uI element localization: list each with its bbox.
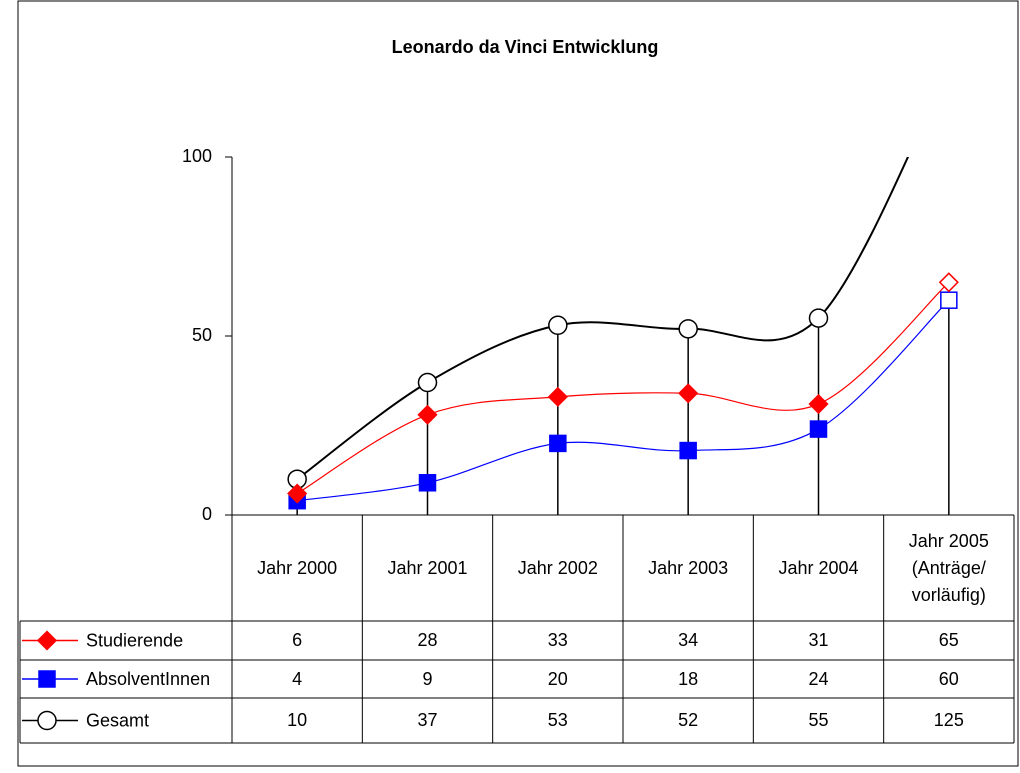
- y-tick-label: 50: [192, 325, 212, 345]
- point: [549, 434, 567, 453]
- table-value: 125: [933, 710, 964, 730]
- table-value: 10: [287, 710, 308, 730]
- point: [418, 474, 437, 492]
- legend-marker: [38, 670, 56, 688]
- legend-label: Gesamt: [86, 710, 149, 730]
- y-tick-label: 0: [202, 504, 212, 524]
- point: [678, 383, 699, 404]
- table-value: 37: [417, 710, 438, 730]
- category-label: Jahr 2002: [517, 557, 598, 578]
- table-value: 9: [422, 668, 433, 689]
- legend-marker: [37, 710, 57, 731]
- table-value: 4: [292, 668, 303, 689]
- table-value: 33: [547, 630, 568, 650]
- legend-label: AbsolventInnen: [86, 669, 210, 689]
- table-value: 65: [938, 630, 959, 650]
- table-value: 24: [808, 668, 829, 689]
- point: [548, 315, 568, 336]
- series-line: [296, 281, 950, 495]
- plot-area: [287, 59, 959, 515]
- table-value: 20: [547, 668, 568, 689]
- table-value: 34: [678, 630, 699, 650]
- point: [417, 404, 438, 425]
- series-line: [297, 299, 950, 502]
- series-line: [296, 157, 910, 481]
- point: [547, 386, 568, 407]
- category-label: Jahr 2004: [778, 557, 859, 578]
- y-tick-label: 100: [182, 146, 212, 166]
- point: [808, 308, 829, 328]
- category-label: Jahr 2001: [387, 557, 468, 578]
- table-value: 55: [808, 710, 829, 730]
- category-label: Jahr 2003: [648, 557, 729, 578]
- point: [940, 291, 958, 309]
- point: [287, 483, 308, 504]
- point: [808, 393, 829, 415]
- category-label: Jahr 2000: [257, 557, 338, 578]
- point: [678, 319, 698, 339]
- point: [940, 59, 958, 77]
- table-value: 52: [678, 710, 699, 730]
- point: [809, 420, 828, 438]
- point: [938, 272, 959, 293]
- table-value: 60: [938, 668, 959, 689]
- category-label: Jahr 2005 (Anträge/ vorläufig): [908, 530, 989, 605]
- table-value: 31: [808, 630, 829, 650]
- table-value: 53: [547, 710, 568, 730]
- table-value: 18: [678, 668, 699, 689]
- point: [417, 372, 438, 393]
- legend-label: Studierende: [86, 630, 183, 650]
- legend-marker: [36, 630, 58, 651]
- chart-title: Leonardo da Vinci Entwicklung: [392, 37, 659, 57]
- table-value: 6: [292, 630, 303, 650]
- point: [679, 441, 697, 460]
- table-value: 28: [417, 630, 438, 650]
- chart-border: [17, 0, 1019, 767]
